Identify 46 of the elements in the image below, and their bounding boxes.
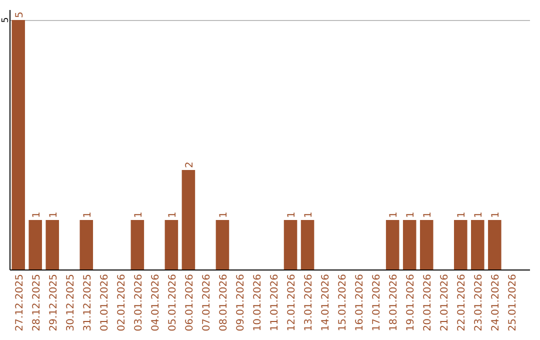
- x-tick-label: 30.12.2025: [65, 274, 76, 332]
- data-label: 1: [490, 212, 502, 218]
- x-tick-label: 31.12.2025: [82, 274, 94, 332]
- data-label: 1: [406, 212, 417, 218]
- data-label: 1: [456, 212, 468, 218]
- x-tick-label: 22.01.2026: [456, 274, 468, 332]
- x-tick-label: 06.01.2026: [184, 274, 196, 332]
- x-tick-label: 25.01.2026: [508, 274, 519, 332]
- x-tick-label: 19.01.2026: [406, 274, 417, 332]
- data-label: 1: [422, 212, 434, 218]
- data-label: 1: [304, 212, 315, 218]
- x-tick-label: 10.01.2026: [252, 274, 264, 332]
- x-tick-label: 12.01.2026: [286, 274, 298, 332]
- x-tick-label: 02.01.2026: [116, 274, 128, 332]
- x-tick-label: 01.01.2026: [99, 274, 110, 332]
- data-label: 1: [82, 212, 94, 218]
- x-tick-label: 11.01.2026: [270, 274, 281, 332]
- x-tick-label: 05.01.2026: [167, 274, 178, 332]
- data-label: 1: [48, 212, 60, 218]
- x-tick-label: 07.01.2026: [201, 274, 212, 332]
- data-label: 1: [286, 212, 298, 218]
- data-label: 5: [1, 17, 11, 23]
- x-tick-label: 03.01.2026: [133, 274, 144, 332]
- x-tick-label: 23.01.2026: [474, 274, 485, 332]
- x-tick-label: 04.01.2026: [150, 274, 162, 332]
- x-tick-label: 27.12.2025: [14, 274, 26, 332]
- x-tick-label: 14.01.2026: [320, 274, 332, 332]
- data-label: 1: [218, 212, 230, 218]
- data-label: 1: [167, 212, 178, 218]
- data-label: 1: [388, 212, 400, 218]
- x-tick-label: 28.12.2025: [31, 274, 42, 332]
- data-label: 2: [184, 162, 196, 168]
- x-tick-label: 15.01.2026: [338, 274, 349, 332]
- data-label: 1: [474, 212, 485, 218]
- x-tick-label: 09.01.2026: [235, 274, 246, 332]
- x-tick-label: 13.01.2026: [304, 274, 315, 332]
- x-tick-label: 17.01.2026: [372, 274, 383, 332]
- x-tick-label: 29.12.2025: [48, 274, 60, 332]
- x-tick-label: 18.01.2026: [388, 274, 400, 332]
- x-tick-label: 24.01.2026: [490, 274, 502, 332]
- data-label: 1: [31, 212, 42, 218]
- x-tick-label: 08.01.2026: [218, 274, 230, 332]
- x-tick-label: 20.01.2026: [422, 274, 434, 332]
- x-tick-label: 16.01.2026: [354, 274, 366, 332]
- x-tick-label: 21.01.2026: [440, 274, 451, 332]
- data-label: 1: [133, 212, 144, 218]
